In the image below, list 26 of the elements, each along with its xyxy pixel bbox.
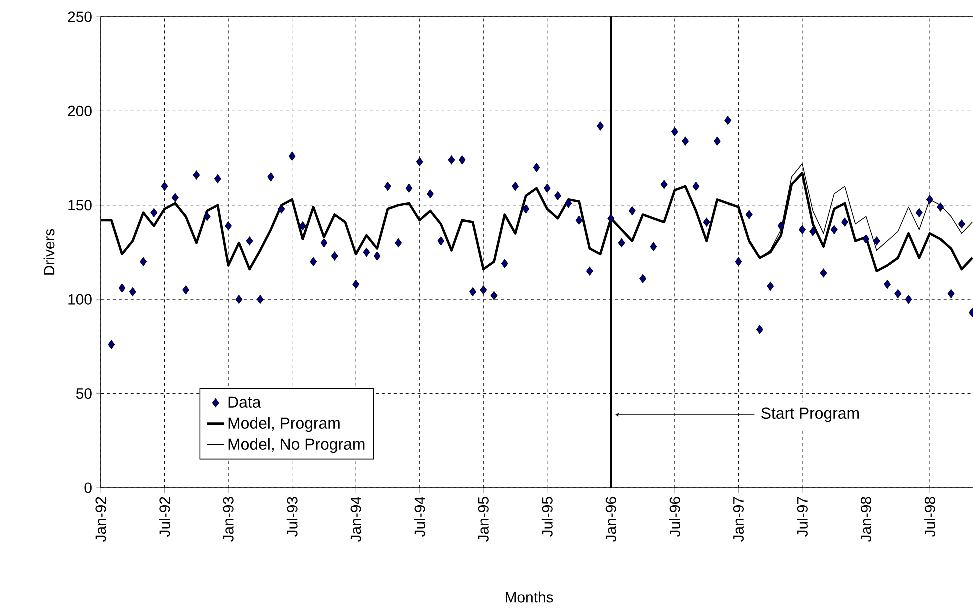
x-tick-label: Jan-97 (733, 497, 744, 542)
x-tick-label: Jul-93 (286, 497, 298, 537)
x-tick-label: Jul-92 (159, 497, 170, 537)
x-tick-label: Jan-94 (350, 496, 362, 542)
x-tick-label: Jan-95 (478, 497, 489, 542)
x-tick-label: Jul-98 (924, 497, 936, 537)
y-tick-label: 150 (68, 200, 92, 211)
y-tick-label: 0 (84, 482, 92, 494)
x-tick-label: Jul-97 (796, 497, 808, 537)
x-tick-label: Jan-93 (223, 497, 234, 542)
x-tick-label: Jul-96 (669, 497, 680, 537)
x-axis-title: Months (506, 592, 554, 603)
ref-line-label: Start Program (762, 408, 859, 422)
x-tick-label: Jul-94 (414, 496, 426, 537)
y-tick-label: 100 (68, 294, 92, 305)
y-tick-label: 250 (68, 12, 92, 22)
y-axis-title: Drivers (44, 229, 55, 275)
x-tick-label: Jul-95 (542, 497, 553, 537)
y-tick-label: 200 (68, 106, 92, 116)
legend-label: Model, No Program (228, 438, 365, 454)
legend-label: Data (228, 396, 262, 408)
legend-label: Model, Program (228, 417, 340, 432)
x-tick-label: Jan-96 (606, 497, 616, 542)
x-tick-label: Jan-98 (860, 497, 872, 542)
y-tick-label: 50 (76, 388, 92, 400)
x-tick-label: Jan-92 (96, 497, 106, 542)
